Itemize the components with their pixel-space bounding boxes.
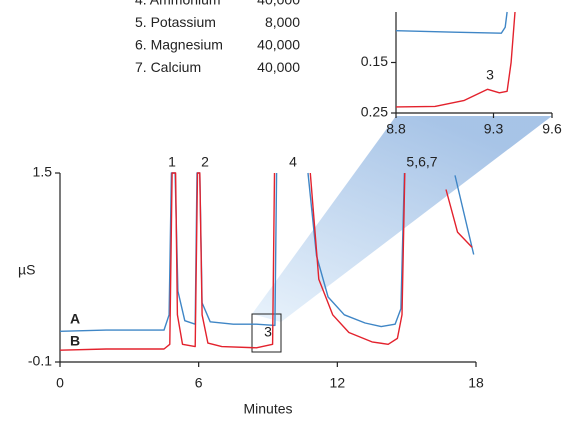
peak-label: 4 (289, 154, 297, 170)
x-tick-label: 18 (468, 375, 484, 391)
y-tick-label: 1.5 (33, 164, 53, 180)
ion-conc: 40,000 (257, 37, 300, 53)
ion-conc: 40,000 (257, 0, 300, 8)
x-tick-label: 0 (56, 375, 64, 391)
ion-name: 4. Ammonium (135, 0, 221, 8)
peak-label: 3 (486, 67, 494, 83)
x-tick-label: 6 (195, 375, 203, 391)
x-tick-label: 12 (330, 375, 346, 391)
trace (395, 11, 508, 34)
y-tick-label: -0.1 (28, 353, 52, 369)
trace (59, 172, 473, 351)
x-tick-label: 8.8 (386, 121, 406, 137)
peak-label: 5,6,7 (406, 154, 437, 170)
zoom-wedge (252, 116, 552, 322)
x-tick-label: 9.3 (484, 121, 504, 137)
trace (395, 11, 516, 108)
x-axis-label: Minutes (243, 401, 292, 417)
y-tick-label: 0.25 (361, 104, 388, 120)
peak-label: 1 (168, 154, 176, 170)
ion-name: 7. Calcium (135, 59, 201, 75)
peak-label: 3 (264, 324, 272, 340)
trace-label: B (70, 333, 80, 349)
peak-label: 2 (201, 154, 209, 170)
ion-name: 6. Magnesium (135, 37, 223, 53)
y-tick-label: 0.15 (361, 53, 388, 69)
trace-label: A (70, 311, 80, 327)
ion-conc: 40,000 (257, 59, 300, 75)
ion-conc: 8,000 (265, 14, 300, 30)
y-axis-label: µS (18, 262, 35, 278)
ion-name: 5. Potassium (135, 14, 216, 30)
zoom-box (251, 313, 282, 353)
x-tick-label: 9.6 (542, 121, 562, 137)
